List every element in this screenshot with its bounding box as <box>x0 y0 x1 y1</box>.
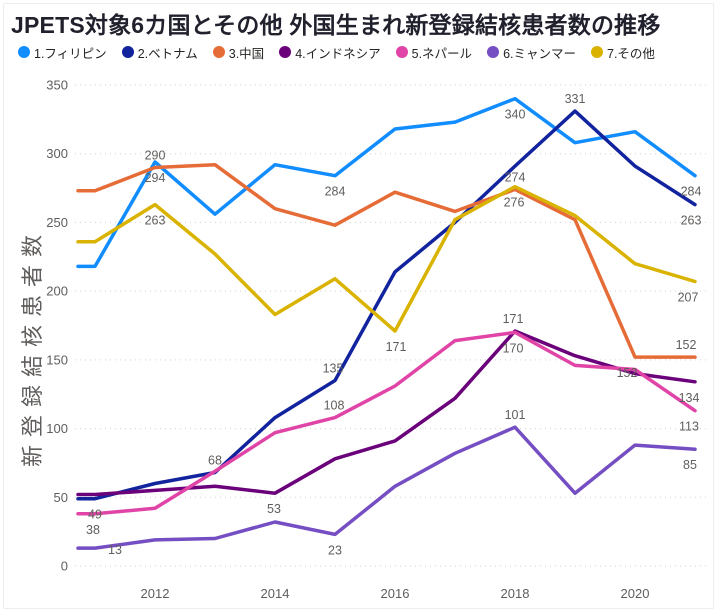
data-label-s7-2018: 276 <box>504 196 525 210</box>
legend-item-label: 1.フィリピン <box>34 46 107 61</box>
y-tick-350: 350 <box>46 78 68 93</box>
y-tick-100: 100 <box>46 421 68 436</box>
data-label-s5-2021: 113 <box>679 420 699 434</box>
data-point-labels: 294 284 340 284 49 68 135 331 263 290 274 152 152 53 1… <box>86 92 701 557</box>
y-axis-tick-labels: 0 50 100 150 200 250 300 350 <box>46 78 68 574</box>
legend-color-dot-icon <box>121 46 134 58</box>
legend-color-dot-icon <box>395 46 408 58</box>
data-label-s2-2011: 49 <box>88 508 102 522</box>
series-lines <box>76 96 697 550</box>
series-line-7[interactable] <box>76 184 697 333</box>
x-tick-2014: 2014 <box>261 586 290 601</box>
y-tick-50: 50 <box>54 490 68 505</box>
data-label-s1-2021: 284 <box>681 185 702 199</box>
data-label-s2-2021: 263 <box>681 214 702 228</box>
data-label-s7-2012: 263 <box>145 214 166 228</box>
legend-item-label: 5.ネパール <box>411 46 473 61</box>
legend-item-3[interactable]: 3.中国 <box>212 43 265 62</box>
x-tick-2012: 2012 <box>141 586 170 601</box>
data-label-s6-2011: 13 <box>108 543 122 557</box>
series-line-6[interactable] <box>76 425 697 550</box>
data-label-s3-2012: 290 <box>145 148 166 162</box>
legend-item-1[interactable]: 1.フィリピン <box>18 43 107 62</box>
legend-item-4[interactable]: 4.インドネシア <box>279 43 381 62</box>
data-label-s2-2013: 68 <box>208 454 222 468</box>
y-tick-0: 0 <box>61 559 68 574</box>
series-line-3[interactable] <box>76 162 697 359</box>
x-tick-2020: 2020 <box>621 586 650 601</box>
legend-color-dot-icon <box>18 46 30 58</box>
data-label-s4-2021: 134 <box>679 391 700 405</box>
data-label-s1-2015: 284 <box>325 185 346 199</box>
legend-item-label: 3.中国 <box>228 46 265 61</box>
legend: 1.フィリピン 2.ベトナム 3.中国 4.インドネシア 5.ネパール 6.ミャンマー 7.… <box>18 42 655 62</box>
data-label-s7-2021: 207 <box>678 291 699 305</box>
data-label-s4-2014: 53 <box>267 502 281 516</box>
legend-item-5[interactable]: 5.ネパール <box>395 43 473 62</box>
y-tick-250: 250 <box>46 215 68 230</box>
x-tick-2018: 2018 <box>501 586 530 601</box>
chart-title: JPETS対象6カ国とその他 外国生まれ新登録結核患者数の推移 <box>11 12 661 38</box>
legend-item-6[interactable]: 6.ミャンマー <box>487 43 576 62</box>
data-label-s1-2018: 340 <box>505 108 526 122</box>
series-line-5[interactable] <box>76 330 697 516</box>
y-tick-150: 150 <box>46 352 68 367</box>
legend-item-label: 2.ベトナム <box>137 46 198 61</box>
series-line-4[interactable] <box>76 329 697 497</box>
legend-color-dot-icon <box>279 46 292 58</box>
data-label-s7-2016: 171 <box>386 340 407 354</box>
data-label-s5-2015: 108 <box>324 399 345 413</box>
legend-color-dot-icon <box>591 46 603 58</box>
x-tick-2016: 2016 <box>381 586 410 601</box>
legend-item-7[interactable]: 7.その他 <box>591 43 655 62</box>
y-tick-300: 300 <box>46 146 68 161</box>
data-label-s4-2018: 171 <box>503 312 524 326</box>
legend-item-2[interactable]: 2.ベトナム <box>121 43 198 62</box>
legend-item-label: 6.ミャンマー <box>503 46 576 61</box>
gridlines <box>75 84 708 567</box>
legend-color-dot-icon <box>487 46 500 58</box>
data-label-s6-2018: 101 <box>505 408 526 422</box>
legend-item-label: 4.インドネシア <box>295 46 381 61</box>
data-label-s6-2015: 23 <box>328 543 342 557</box>
legend-color-dot-icon <box>212 46 225 58</box>
data-label-s6-2021: 85 <box>683 458 697 472</box>
series-line-2[interactable] <box>76 109 697 501</box>
data-label-s5-2018: 170 <box>503 341 524 355</box>
data-label-s5-2011: 38 <box>86 523 100 537</box>
legend-item-label: 7.その他 <box>607 46 655 61</box>
x-axis-tick-labels: 2012 2014 2016 2018 2020 <box>141 586 650 601</box>
data-label-s3-2020: 152 <box>617 366 638 380</box>
y-axis-title: 新登録結核患者数 <box>20 227 45 467</box>
series-line-1[interactable] <box>76 96 697 269</box>
data-label-s3-2018: 274 <box>505 170 526 184</box>
data-label-s2-2019: 331 <box>565 92 586 106</box>
y-tick-200: 200 <box>46 284 68 299</box>
data-label-s2-2015: 135 <box>323 361 344 375</box>
data-label-s3-2021: 152 <box>676 338 697 352</box>
data-label-s1-2012: 294 <box>145 171 166 185</box>
